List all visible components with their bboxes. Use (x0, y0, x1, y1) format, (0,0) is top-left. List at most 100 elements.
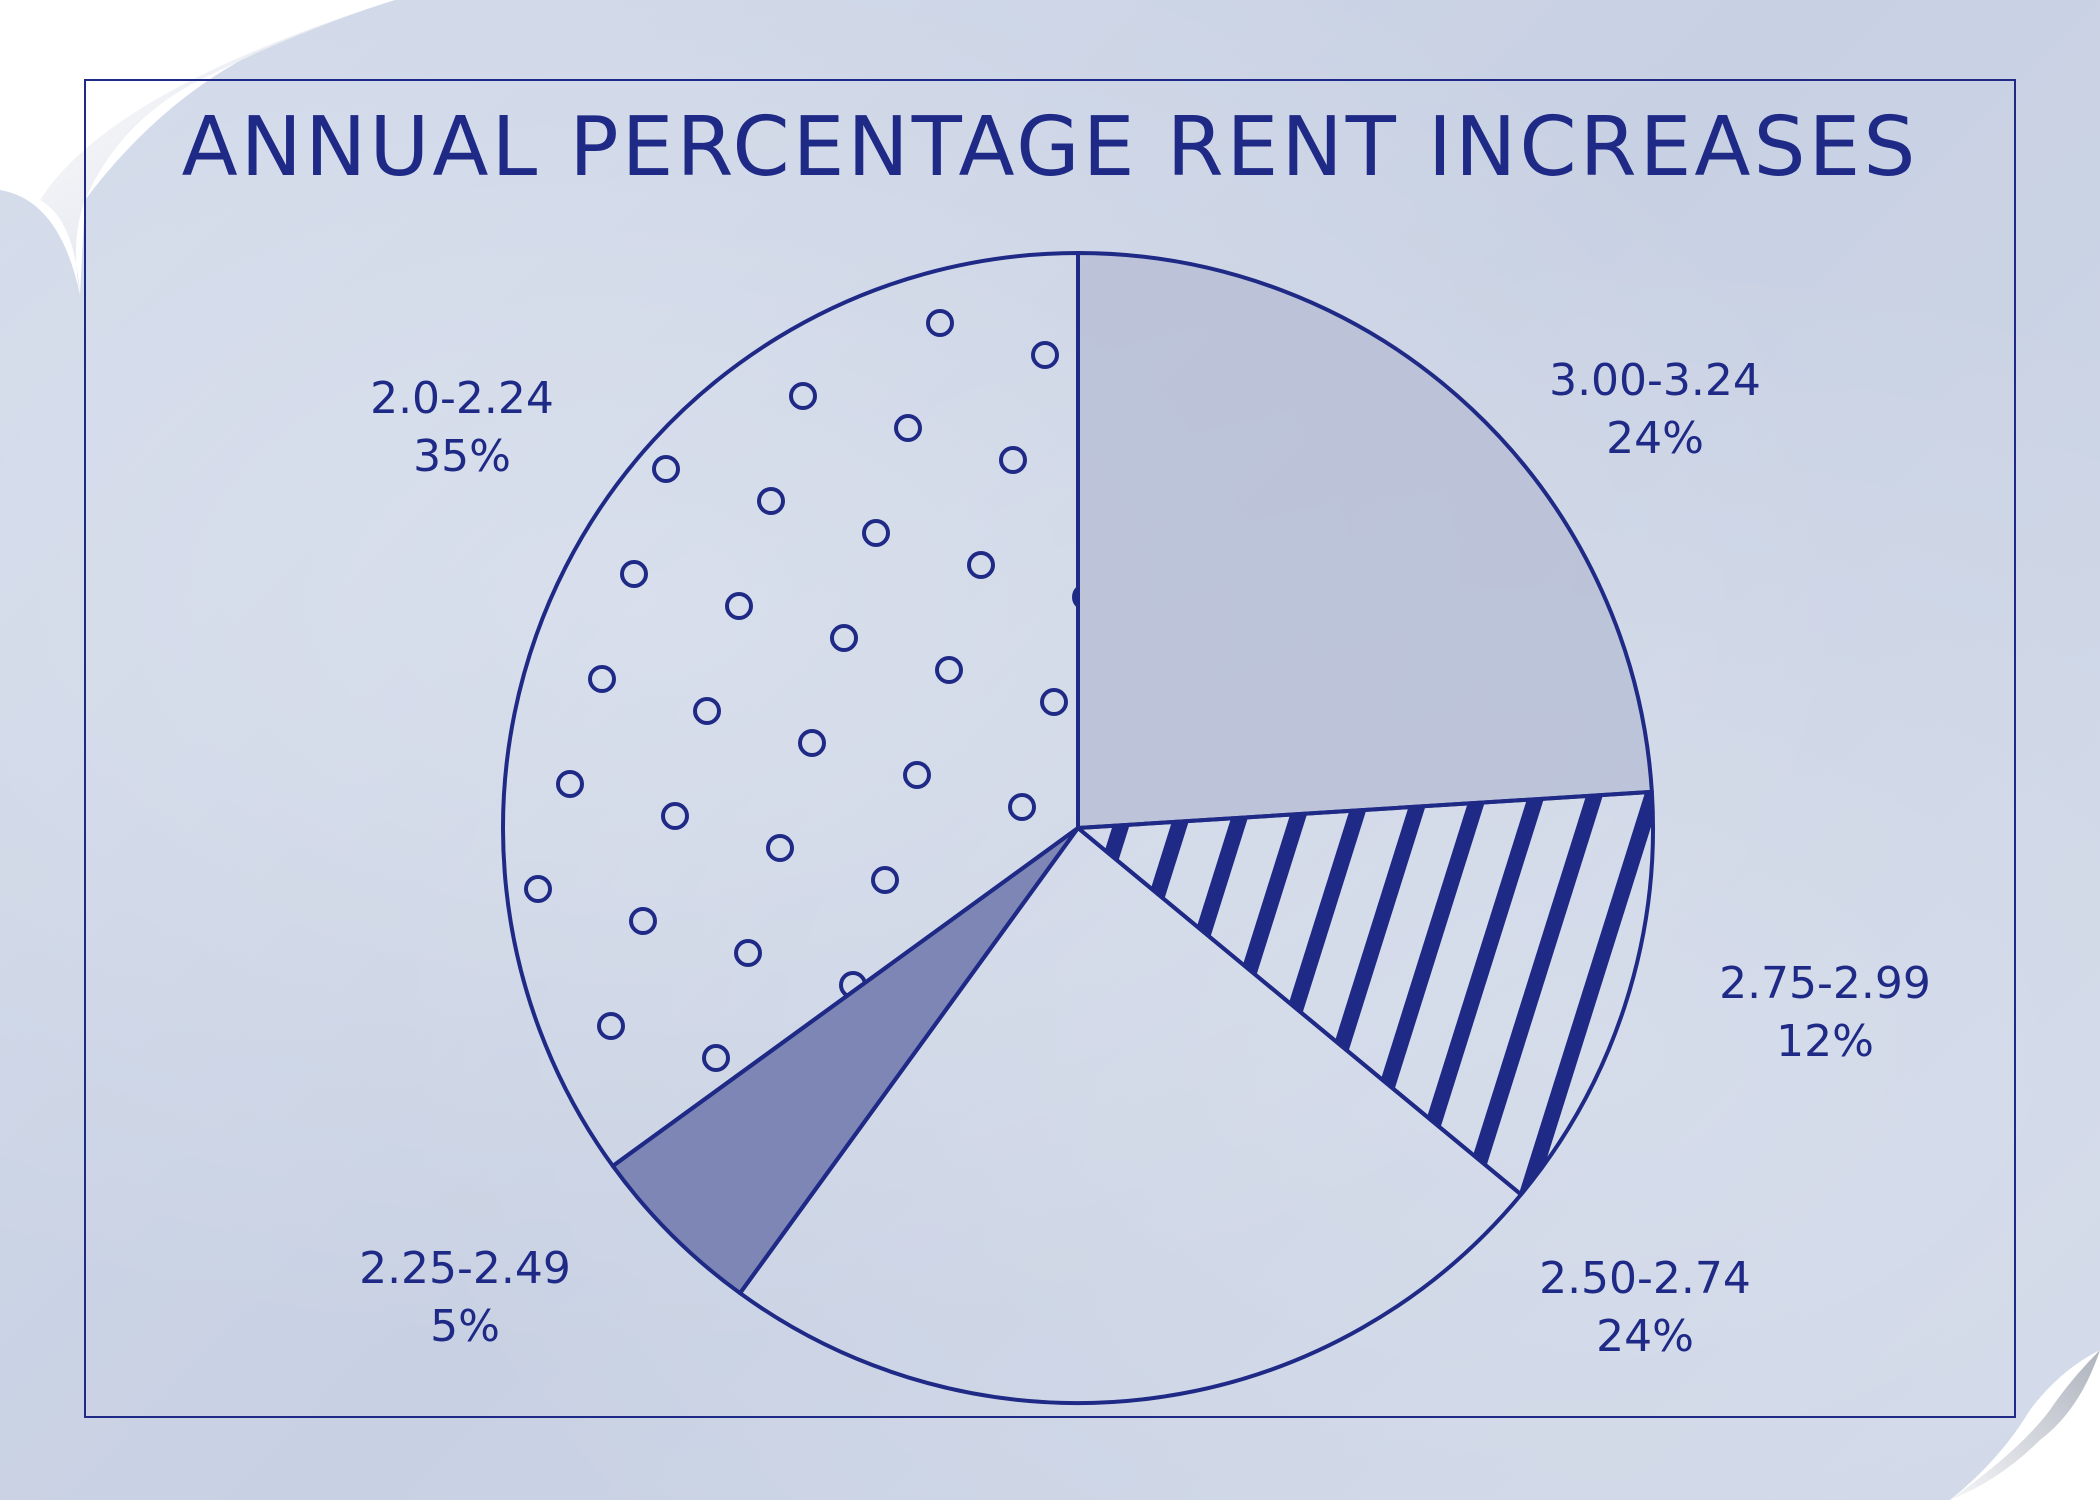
dot-ring (944, 1003, 972, 1031)
slice-range-label: 3.00-3.24 (1549, 355, 1761, 406)
chart-frame (84, 79, 2016, 1418)
stripe-line (0, 778, 150, 1478)
stripe-line (1902, 778, 2100, 1478)
dot-ring (693, 697, 721, 725)
dot-ring (955, 1352, 979, 1376)
dot-ring (871, 866, 899, 894)
dot-ring (912, 1108, 940, 1136)
pie-slice-3-00-3-24 (1078, 252, 1652, 828)
dot-ring (903, 761, 931, 789)
dot-ring (1017, 1140, 1045, 1166)
dot-ring (926, 309, 954, 337)
dot-ring (830, 624, 858, 652)
stripe-line (1786, 778, 2006, 1478)
pie-slice-outline (610, 826, 1080, 1296)
stripe-line (162, 778, 382, 1478)
stripe-line (1488, 791, 1654, 1195)
page-curl-bottom-right (1950, 1350, 2100, 1500)
stripe-line (336, 778, 556, 1478)
pie-slice-2-25-2-49 (612, 828, 1078, 1294)
dot-ring (524, 875, 552, 903)
stripe-line (1960, 778, 2100, 1478)
stripe-line (1670, 778, 1890, 1478)
stripe-pattern (0, 778, 2100, 1478)
stripe-line (278, 778, 498, 1478)
dot-ring (862, 519, 890, 547)
dot-ring (1072, 583, 1078, 611)
slice-range-label: 2.0-2.24 (370, 373, 554, 424)
dot-ring (629, 907, 657, 935)
dot-ring (798, 729, 826, 757)
stripe-line (1372, 791, 1608, 1195)
dot-ring (757, 487, 785, 515)
stripe-line (452, 778, 672, 1478)
dot-ring (987, 1247, 1011, 1271)
slice-percent-label: 5% (430, 1301, 500, 1352)
page-curl-top-left (0, 0, 395, 295)
dot-ring (1334, 1238, 1358, 1262)
stripe-line (104, 778, 324, 1478)
pie-slice-outline (738, 826, 1524, 1405)
dot-ring (850, 1320, 874, 1344)
dot-ring (1156, 1069, 1180, 1093)
pie-slice-outline (1076, 251, 1654, 830)
slice-percent-label: 24% (1596, 1311, 1694, 1362)
pie-slice-outline (501, 251, 1080, 1168)
stripe-line (0, 778, 34, 1478)
dot-ring (734, 939, 762, 967)
stripe-line (0, 778, 208, 1478)
dot-ring (1083, 932, 1107, 956)
dot-ring (1092, 1279, 1116, 1303)
slice-label-2-25-2-49: 2.25-2.49 5% (315, 1240, 615, 1356)
dot-ring (1261, 1101, 1285, 1125)
stripe-line (1198, 791, 1434, 1195)
dot-ring (766, 834, 794, 862)
dot-ring (725, 592, 753, 620)
stripe-line (220, 778, 440, 1478)
slice-range-label: 2.25-2.49 (359, 1243, 571, 1294)
stripe-line (1604, 791, 1654, 1195)
stripe-line (1844, 778, 2064, 1478)
dot-ring (789, 382, 817, 410)
dot-ring (894, 414, 922, 442)
dot-ring (1040, 688, 1068, 716)
dot-ring (702, 1044, 730, 1072)
dot-ring (652, 455, 680, 483)
stripe-line (2018, 778, 2100, 1478)
stripe-line (46, 778, 266, 1478)
dot-ring (1008, 793, 1036, 821)
dot-ring (588, 665, 616, 693)
dot-ring (1049, 1035, 1077, 1063)
stripe-line (1728, 778, 1948, 1478)
dot-ring (556, 770, 584, 798)
stripe-line (2076, 778, 2100, 1478)
pie-slice-outline (1076, 789, 1655, 1197)
dot-ring (999, 446, 1027, 474)
stripe-line (1430, 791, 1654, 1195)
dot-ring (1229, 1206, 1253, 1230)
slice-range-label: 2.50-2.74 (1539, 1253, 1751, 1304)
stripe-line (1546, 791, 1654, 1195)
stripe-line (1256, 791, 1492, 1195)
stripe-line (1082, 791, 1318, 1195)
dot-ring (1188, 964, 1212, 988)
dot-ring (597, 1012, 625, 1040)
dot-ring (935, 656, 963, 684)
stripe-line (0, 778, 92, 1478)
dot-ring (661, 802, 689, 830)
dot-ring (1197, 1311, 1221, 1335)
slice-label-3-00-3-24: 3.00-3.24 24% (1505, 352, 1805, 468)
slice-percent-label: 35% (413, 431, 511, 482)
chart-title: ANNUAL PERCENTAGE RENT INCREASES (181, 100, 1919, 195)
slice-percent-label: 24% (1606, 413, 1704, 464)
dot-ring (1031, 341, 1059, 369)
dot-ring (1366, 1133, 1390, 1157)
slice-label-2-0-2-24: 2.0-2.24 35% (312, 370, 612, 486)
slice-range-label: 2.75-2.99 (1719, 958, 1931, 1009)
dot-ring (967, 551, 995, 579)
slice-label-2-75-2-99: 2.75-2.99 12% (1675, 955, 1975, 1071)
dot-ring (1124, 1174, 1148, 1198)
dot-ring (620, 560, 648, 588)
